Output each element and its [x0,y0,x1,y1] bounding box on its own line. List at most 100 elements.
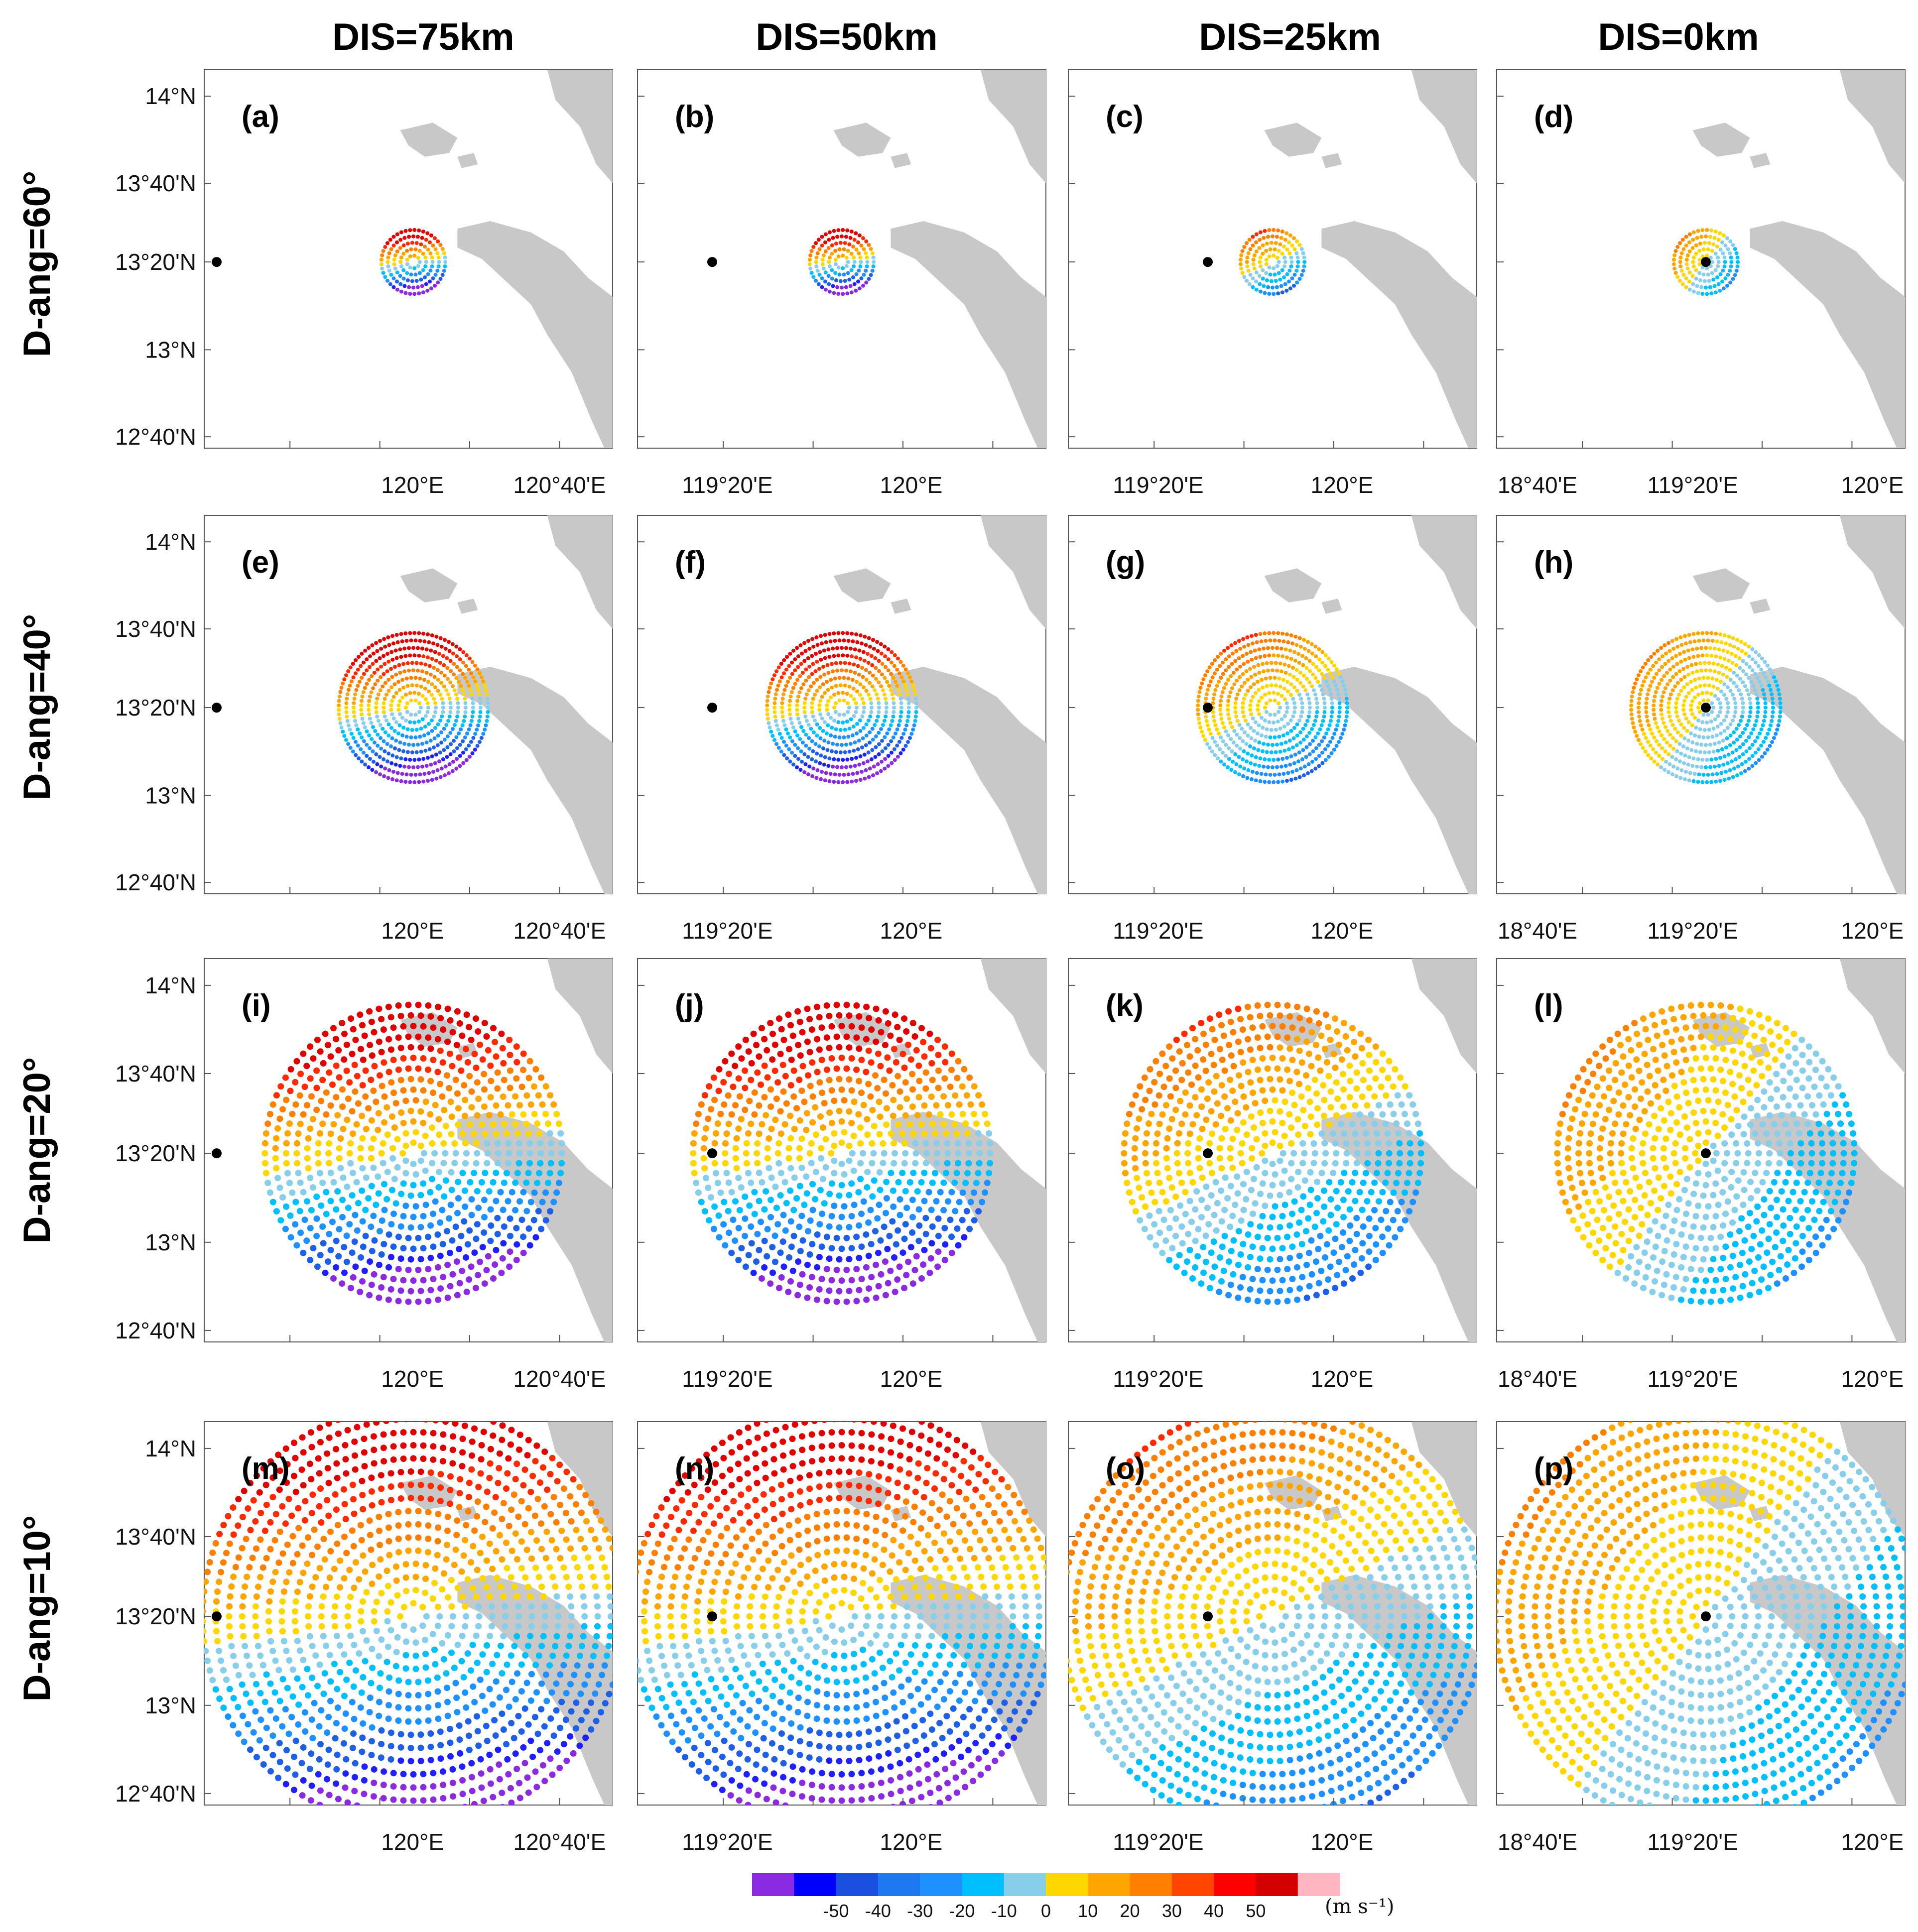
velocity-point [376,692,381,697]
velocity-point [1687,279,1691,284]
velocity-point [857,1160,864,1167]
velocity-point [1313,735,1318,739]
velocity-point [1778,710,1783,714]
velocity-point [772,706,777,710]
velocity-point [1239,1026,1246,1033]
velocity-point [1701,698,1706,703]
velocity-point [546,1170,553,1177]
velocity-point [962,1120,969,1127]
velocity-point [880,759,884,764]
velocity-point [886,1232,893,1239]
velocity-point [822,738,827,743]
velocity-point [515,1140,522,1147]
velocity-point [887,1032,894,1039]
velocity-point [875,1017,882,1024]
velocity-point [1736,764,1740,769]
velocity-point [1702,241,1707,245]
velocity-point [509,1111,515,1118]
velocity-point [1286,640,1290,644]
velocity-point [1654,660,1658,665]
velocity-point [845,692,849,696]
velocity-point [1230,725,1234,729]
velocity-point [793,657,797,662]
velocity-point [732,1102,739,1109]
velocity-point [355,1200,362,1207]
velocity-point [867,277,871,281]
velocity-point [1741,659,1745,663]
velocity-point [1708,668,1712,673]
velocity-point [937,1189,944,1196]
velocity-point [945,1102,951,1109]
velocity-point [467,667,471,672]
velocity-point [1308,1271,1315,1278]
velocity-point [353,719,358,723]
land-mass [1321,667,1477,894]
velocity-point [1211,1088,1218,1095]
velocity-point [1258,655,1263,659]
velocity-point [1245,1069,1252,1076]
velocity-point [856,1013,863,1020]
velocity-point [942,1241,949,1248]
velocity-point [858,1057,865,1064]
velocity-point [1671,262,1676,266]
velocity-point [1295,1131,1302,1138]
velocity-point [1652,699,1656,703]
velocity-point [444,1072,450,1079]
velocity-point [986,1130,993,1137]
velocity-point [1291,745,1295,750]
velocity-point [1672,266,1677,271]
velocity-point [777,731,782,736]
velocity-point [1712,284,1717,288]
velocity-point [1667,715,1672,719]
velocity-point [1242,730,1247,734]
velocity-point [1713,230,1718,234]
velocity-point [1164,1135,1171,1142]
velocity-point [1700,254,1705,258]
velocity-point [1277,676,1281,681]
velocity-point [327,1170,334,1176]
velocity-point [435,743,440,747]
velocity-point [777,1108,784,1115]
velocity-point [823,1298,830,1305]
velocity-point [1268,272,1273,277]
velocity-point [856,747,860,751]
velocity-point [909,1229,916,1236]
velocity-point [877,706,881,710]
panel-b: 119°20'E 120°E(b) [637,69,1046,498]
velocity-point [1298,740,1303,745]
velocity-point [350,1026,357,1033]
velocity-point [1724,697,1729,701]
velocity-point [1687,633,1691,637]
velocity-point [1698,727,1702,731]
velocity-point [447,762,452,766]
velocity-point [863,1264,870,1271]
velocity-point [1257,1077,1264,1084]
velocity-point [926,1030,933,1037]
velocity-point [479,675,484,680]
velocity-point [987,1150,994,1157]
velocity-point [820,243,824,248]
velocity-point [1722,718,1726,723]
velocity-point [466,1024,473,1031]
velocity-point [1237,772,1241,777]
velocity-point [1213,1227,1220,1234]
velocity-point [435,768,440,772]
velocity-point [1717,647,1721,652]
velocity-point [436,722,440,726]
velocity-point [424,238,428,242]
velocity-point [774,1079,781,1086]
velocity-point [1195,1145,1202,1152]
velocity-point [516,1198,523,1205]
velocity-point [782,739,786,744]
velocity-point [420,1023,427,1030]
velocity-point [1700,292,1705,296]
velocity-point [1227,694,1231,699]
velocity-point [1387,1199,1394,1206]
velocity-point [325,1150,332,1157]
velocity-point [1342,683,1346,688]
velocity-point [1288,693,1293,697]
velocity-point [869,1140,876,1147]
velocity-point [1251,716,1255,721]
velocity-point [385,1036,392,1043]
velocity-point [912,688,916,692]
